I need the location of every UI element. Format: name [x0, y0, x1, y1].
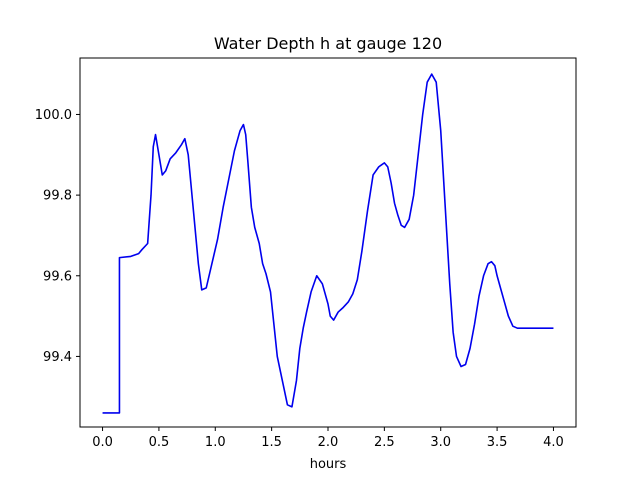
- y-tick-label: 99.8: [43, 189, 72, 204]
- series-line-group: [102, 73, 554, 414]
- chart-title: Water Depth h at gauge 120: [214, 34, 442, 53]
- x-tick-label: 3.5: [487, 435, 508, 450]
- series-line-0: [102, 73, 554, 414]
- x-axis: 0.0 0.5 1.0 1.5 2.0 2.5 3.0 3.5 4.0: [92, 427, 564, 450]
- x-tick-label: 0.0: [92, 435, 113, 450]
- x-tick-label: 2.0: [318, 435, 339, 450]
- x-tick-label: 1.0: [205, 435, 226, 450]
- y-tick-label: 99.4: [43, 350, 72, 365]
- x-axis-label: hours: [310, 457, 347, 472]
- x-tick-label: 4.0: [543, 435, 564, 450]
- y-tick-label: 100.0: [35, 108, 72, 123]
- y-tick-label: 99.6: [43, 269, 72, 284]
- x-tick-label: 2.5: [374, 435, 395, 450]
- plot-frame: [79, 57, 577, 428]
- x-tick-label: 0.5: [149, 435, 170, 450]
- x-tick-label: 3.0: [430, 435, 451, 450]
- x-tick-label: 1.5: [261, 435, 282, 450]
- y-axis: 99.4 99.6 99.8 100.0: [35, 108, 80, 365]
